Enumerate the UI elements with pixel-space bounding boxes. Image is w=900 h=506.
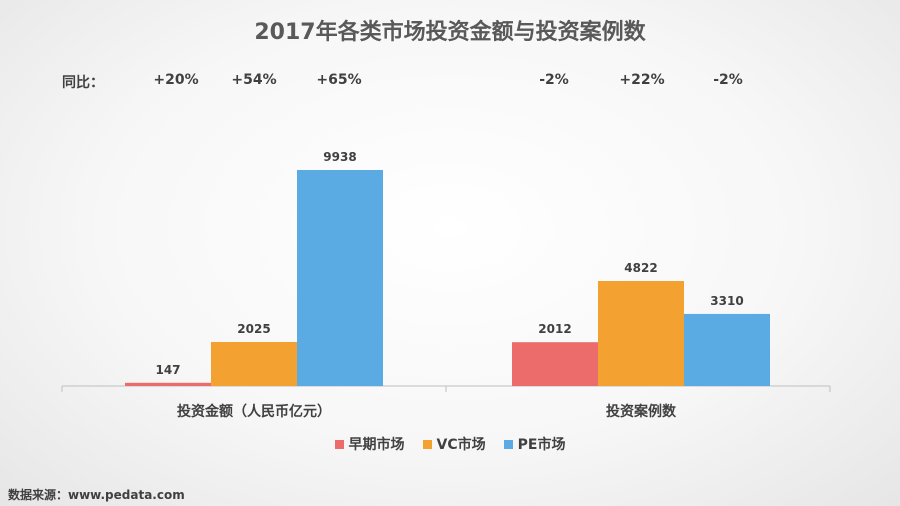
bar-vc xyxy=(211,341,297,386)
yoy-label: 同比： xyxy=(62,75,104,91)
bar-early xyxy=(125,382,211,386)
legend-label-vc: VC市场 xyxy=(436,437,486,453)
chart-title: 2017年各类市场投资金额与投资案例数 xyxy=(254,20,646,45)
category-label: 投资案例数 xyxy=(606,403,677,420)
legend: 早期市场 VC市场 PE市场 xyxy=(0,434,900,454)
legend-swatch-early xyxy=(334,439,344,449)
bar-pe xyxy=(297,170,383,386)
yoy-value: +65% xyxy=(316,72,362,88)
data-source: 数据来源：www.pedata.com xyxy=(8,488,185,502)
yoy-value: -2% xyxy=(713,72,743,88)
data-label: 2012 xyxy=(538,322,571,336)
data-label: 9938 xyxy=(323,150,356,164)
legend-label-early: 早期市场 xyxy=(348,437,405,453)
legend-label-pe: PE市场 xyxy=(517,437,566,453)
legend-item-pe: PE市场 xyxy=(503,434,566,454)
data-label: 147 xyxy=(155,363,180,377)
category-label: 投资金额（人民币亿元） xyxy=(177,403,331,420)
legend-item-early: 早期市场 xyxy=(334,434,405,454)
yoy-value: +54% xyxy=(231,72,277,88)
data-label: 3310 xyxy=(710,294,743,308)
bar-early xyxy=(512,342,598,386)
legend-swatch-pe xyxy=(503,439,513,449)
yoy-value: +20% xyxy=(153,72,199,88)
yoy-value: -2% xyxy=(539,72,569,88)
legend-swatch-vc xyxy=(422,439,432,449)
yoy-value: +22% xyxy=(619,72,665,88)
data-label: 2025 xyxy=(237,322,270,336)
bar-pe xyxy=(684,313,770,386)
data-label: 4822 xyxy=(624,261,657,275)
bar-vc xyxy=(598,281,684,386)
legend-item-vc: VC市场 xyxy=(422,434,486,454)
